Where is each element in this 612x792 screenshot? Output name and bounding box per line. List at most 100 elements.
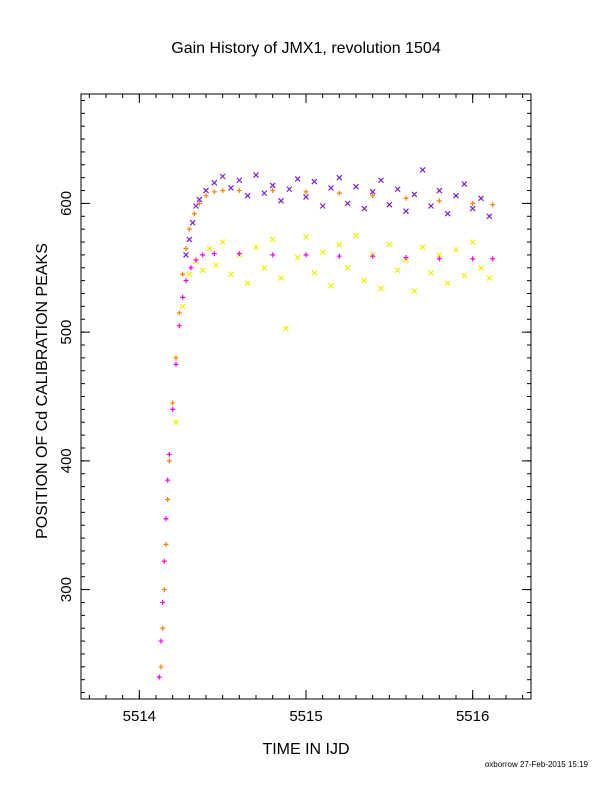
data-point <box>193 203 199 209</box>
series-2 <box>158 188 496 670</box>
data-point <box>173 361 179 367</box>
data-point <box>160 625 166 631</box>
data-point <box>411 191 418 198</box>
series-1 <box>173 232 493 426</box>
data-point <box>170 406 176 412</box>
data-point <box>166 458 172 464</box>
data-point <box>403 257 409 263</box>
data-point <box>444 210 451 217</box>
data-point <box>183 278 189 284</box>
data-point <box>436 256 442 262</box>
axis-ticks <box>81 94 531 699</box>
data-point <box>244 192 251 199</box>
data-point <box>490 256 496 262</box>
data-point <box>211 179 218 186</box>
data-point <box>378 285 384 292</box>
y-tick-label: 400 <box>58 448 75 473</box>
data-point <box>378 177 384 184</box>
data-point <box>158 638 164 644</box>
data-point <box>183 245 189 251</box>
data-point <box>344 200 351 207</box>
data-point <box>219 173 226 180</box>
y-axis-label: POSITION OF Cd CALIBRATION PEAKS <box>34 243 51 539</box>
data-point <box>163 516 169 522</box>
x-tick-label: 5516 <box>456 708 489 725</box>
data-point <box>311 270 318 276</box>
data-point <box>160 599 166 605</box>
data-point <box>269 182 276 189</box>
data-point <box>469 239 476 245</box>
data-point <box>183 251 189 258</box>
data-point <box>453 246 459 253</box>
data-point <box>196 200 202 206</box>
data-point <box>199 267 206 274</box>
data-point <box>303 233 309 240</box>
data-point <box>219 239 226 245</box>
data-point <box>278 275 284 281</box>
data-point <box>261 264 268 271</box>
data-point <box>403 208 409 215</box>
data-point <box>294 176 301 182</box>
data-point <box>211 251 217 257</box>
data-point <box>436 187 443 194</box>
data-point <box>270 188 276 194</box>
data-point <box>394 186 401 193</box>
data-point <box>319 203 326 209</box>
data-point <box>165 477 171 483</box>
data-point <box>180 294 186 300</box>
data-point <box>336 174 343 181</box>
data-point <box>244 280 251 287</box>
data-point <box>176 310 182 316</box>
data-point <box>353 232 359 239</box>
data-point <box>303 189 309 195</box>
data-point <box>403 254 409 260</box>
data-point <box>370 253 376 259</box>
data-point <box>336 241 343 248</box>
data-point <box>165 496 171 502</box>
data-point <box>328 185 334 191</box>
data-point <box>173 355 179 361</box>
data-point <box>203 193 209 199</box>
series-3 <box>156 251 496 680</box>
data-point <box>173 419 179 426</box>
data-point <box>220 188 226 194</box>
data-point <box>186 271 193 278</box>
data-point <box>193 257 199 263</box>
y-tick-label: 600 <box>58 191 75 216</box>
data-point <box>369 188 376 195</box>
data-point <box>428 203 434 209</box>
data-point <box>186 226 192 232</box>
data-point <box>436 198 442 204</box>
data-point <box>269 236 276 243</box>
data-point <box>386 201 393 208</box>
data-point <box>436 251 443 258</box>
data-point <box>176 323 182 329</box>
data-point <box>461 272 468 279</box>
data-point <box>163 542 169 548</box>
data-point <box>161 558 167 564</box>
data-point <box>189 219 196 226</box>
data-point <box>166 451 172 457</box>
data-point <box>236 177 243 184</box>
tick-labels: 5514 5515 5516 300 400 500 600 <box>58 191 489 725</box>
data-point <box>294 254 301 261</box>
x-axis-label: TIME IN IJD <box>262 741 349 758</box>
data-point <box>261 190 268 197</box>
data-point <box>200 252 206 258</box>
data-point <box>161 587 167 593</box>
data-point <box>419 244 426 251</box>
data-point <box>270 252 276 258</box>
data-point <box>156 674 162 680</box>
data-point <box>470 256 476 262</box>
series-0 <box>183 167 493 258</box>
footer-credit: oxborrow 27-Feb-2015 15:19 <box>485 760 589 769</box>
data-point <box>283 325 289 332</box>
data-point <box>303 252 309 258</box>
data-point <box>186 236 193 243</box>
data-point <box>180 271 186 277</box>
data-point <box>196 196 203 203</box>
data-point <box>228 185 234 191</box>
data-point <box>478 264 484 271</box>
data-point <box>336 253 342 259</box>
data-point <box>453 192 459 199</box>
